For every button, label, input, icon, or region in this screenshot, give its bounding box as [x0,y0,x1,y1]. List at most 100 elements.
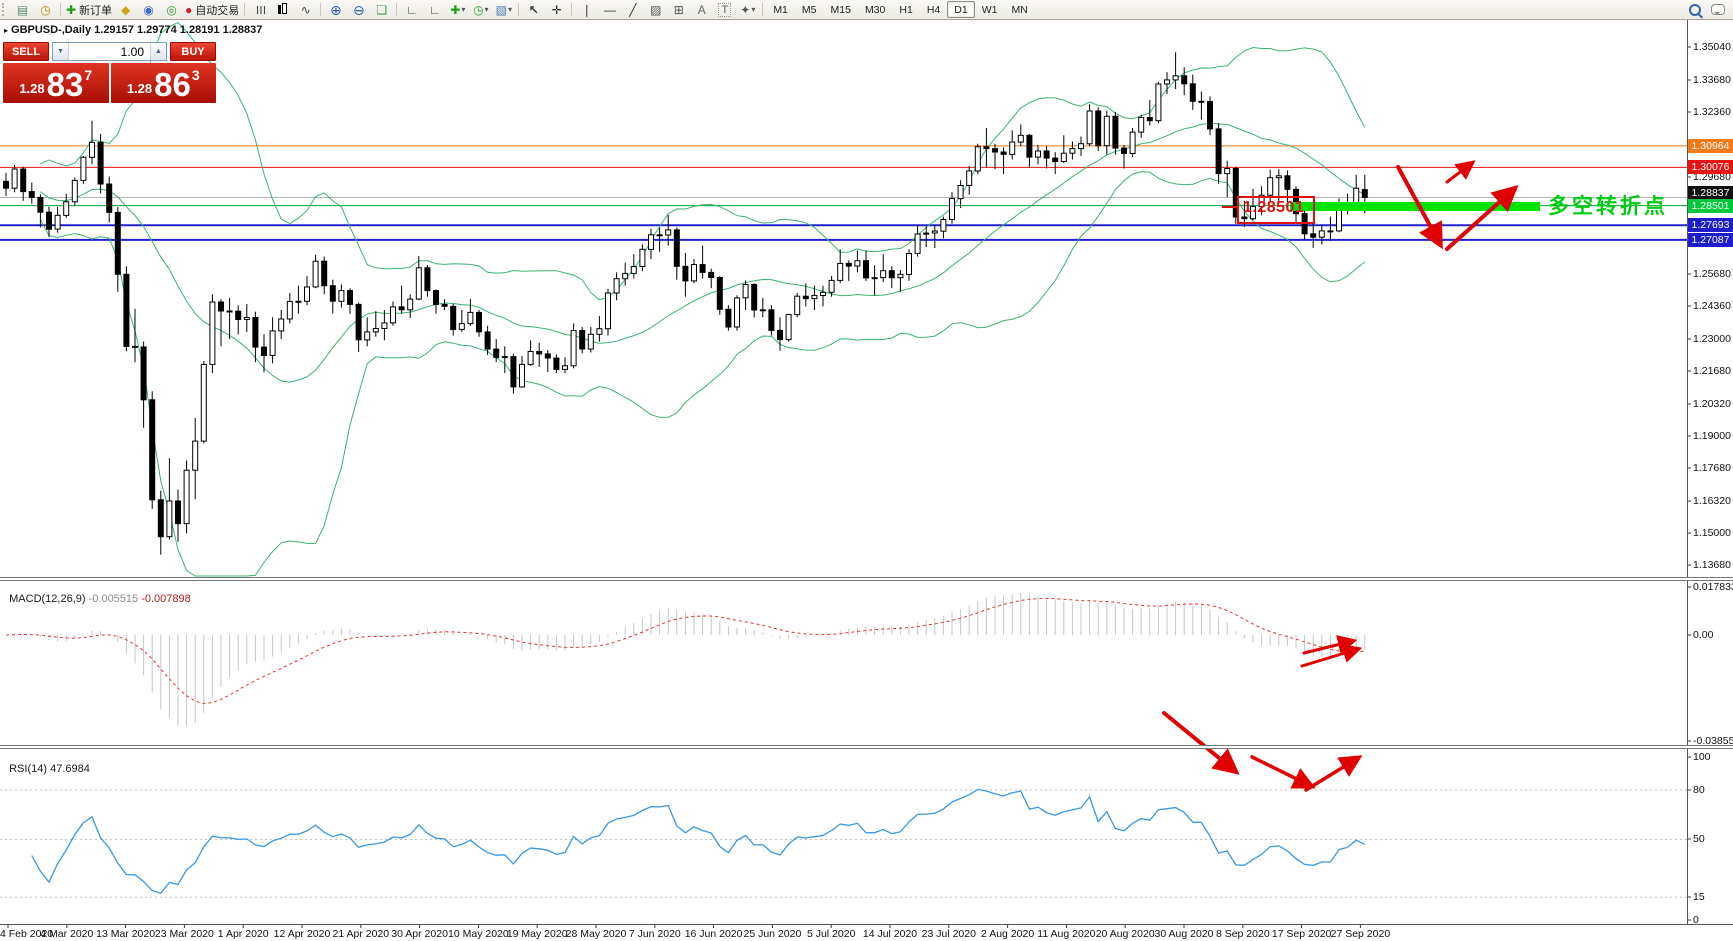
sell-price-button[interactable]: 1.28 83 7 [3,63,109,103]
volume-value[interactable]: 1.00 [120,44,144,59]
candle-chart-icon [278,2,288,17]
rsi-pane-splitter[interactable] [0,745,1733,749]
add-indicator-button[interactable]: ✚ ▾ [446,1,469,18]
auto-scroll-icon: ∟ [428,2,441,17]
auto-trading-button[interactable]: ● 自动交易 [183,1,241,18]
macd-pane-splitter[interactable] [0,577,1733,581]
fibonacci-tool-button[interactable]: ⊞ [667,1,690,18]
symbol-header: ▸ GBPUSD-,Daily 1.29157 1.29774 1.28191 … [4,24,262,36]
signal-icon: ◎ [166,2,177,17]
signals-button[interactable]: ◎ [160,1,183,18]
new-order-icon: ✚ [66,2,77,17]
rsi-scale-label: 80 [1693,784,1705,796]
date-tick-label: 10 May 2020 [448,928,509,940]
timeframe-button-h4[interactable]: H4 [926,3,941,16]
line-chart-mode-button[interactable]: ∿ [294,1,317,18]
sell-price-prefix: 1.28 [19,81,45,96]
macd-label: MACD(12,26,9) -0.005515 -0.007898 [9,593,191,605]
date-tick-label: 11 Aug 2020 [1037,928,1096,940]
horizontal-line-tool-button[interactable]: ― [598,1,621,18]
brush-icon: ◆ [120,2,131,17]
trendline-tool-button[interactable]: ╱ [621,1,644,18]
timeframe-button-m1[interactable]: M1 [773,3,788,16]
chevron-down-icon: ▾ [751,5,756,14]
timeframe-button-m5[interactable]: M5 [801,3,817,16]
timeframe-button-d1[interactable]: D1 [947,1,975,18]
price-tick-label: 1.24360 [1693,300,1731,312]
zoom-out-button[interactable]: ⊖ [347,1,370,18]
volume-decrease-button[interactable]: ▼ [53,43,69,60]
sell-button[interactable]: SELL [3,42,49,61]
chevron-down-icon: ▾ [461,5,466,14]
macd-scale-label: 0.017833 [1693,581,1733,593]
date-tick-label: 7 Jun 2020 [628,928,681,940]
date-tick-label: 28 May 2020 [565,928,627,940]
buy-price-sup: 3 [191,67,200,83]
new-order-button[interactable]: ✚ 新订单 [64,1,114,18]
buy-price-button[interactable]: 1.28 86 3 [110,63,216,103]
arrows-tool-button[interactable]: ✦ ▾ [736,1,759,18]
symbol-quote-label: GBPUSD-,Daily 1.29157 1.29774 1.28191 1.… [11,24,263,36]
horizontal-level-lines[interactable] [0,145,1687,241]
profiles-button[interactable]: ◷ [34,1,57,18]
bar-chart-mode-button[interactable]: ☰ [248,1,271,18]
chevron-down-icon: ▾ [484,5,489,14]
periods-button[interactable]: ◷ ▾ [469,1,492,18]
templates-button[interactable]: ▧ ▾ [492,1,515,18]
timeframe-button-m15[interactable]: M15 [830,3,851,16]
style-brush-button[interactable]: ◆ [114,1,137,18]
date-tick-label: 14 Jul 2020 [862,928,918,940]
cursor-tool-button[interactable]: ↖ [522,1,545,18]
price-axis-border [1687,20,1688,924]
crosshair-tool-button[interactable]: ✛ [545,1,568,18]
volume-stepper[interactable]: ▼ 1.00 ▲ [52,42,167,61]
cursor-icon: ↖ [528,2,539,17]
price-level-label-box[interactable]: 1.28501 [1237,196,1315,224]
date-tick-label: 23 Mar 2020 [154,928,214,940]
chart-shift-button[interactable]: ∟ [400,1,423,18]
date-tick-label: 17 Sep 2020 [1271,928,1332,940]
candle-chart-mode-button[interactable] [271,1,294,18]
timeframe-button-m30[interactable]: M30 [864,3,886,16]
auto-scroll-button[interactable]: ∟ [423,1,446,18]
chart-area[interactable] [0,20,1733,941]
date-tick-label: 4 Mar 2020 [40,928,94,940]
expert-advisor-button[interactable]: ◉ [137,1,160,18]
text-tool-button[interactable]: A [690,1,713,18]
price-tick-label: 1.21680 [1693,365,1731,377]
text-label-tool-button[interactable]: T [713,1,736,18]
zoom-in-button[interactable]: ⊕ [324,1,347,18]
timeframe-button-w1[interactable]: W1 [981,3,998,16]
macd-signal-value: -0.007898 [141,593,191,605]
support-band-object[interactable] [1222,202,1540,211]
volume-increase-button[interactable]: ▲ [150,43,166,60]
price-tick-label: 1.13680 [1693,559,1731,571]
price-tick-label: 1.32360 [1693,106,1731,118]
annotation-arrows[interactable] [1162,160,1519,792]
date-tick-label: 4 Feb 2020 [0,928,54,940]
timeframe-button-mn[interactable]: MN [1011,3,1028,16]
buy-button[interactable]: BUY [170,42,216,61]
vertical-line-tool-button[interactable]: ❘ [575,1,598,18]
price-badge: 1.30076 [1688,160,1733,174]
rsi-value: 47.6984 [50,763,90,775]
vertical-line-icon: ❘ [581,2,592,17]
price-badge: 1.28501 [1688,199,1733,213]
timeframe-button-h1[interactable]: H1 [899,3,913,16]
date-tick-label: 8 Sep 2020 [1215,928,1270,940]
new-chart-button[interactable]: ▤ [11,1,34,18]
price-tick-label: 1.29680 [1693,171,1731,183]
date-tick-label: 13 Mar 2020 [96,928,156,940]
date-tick-label: 27 Sep 2020 [1330,928,1391,940]
new-chart-icon: ▤ [16,2,29,17]
channel-tool-button[interactable]: ▨ [644,1,667,18]
price-tick-label: 1.35040 [1693,41,1731,53]
tile-windows-button[interactable]: ❏ [370,1,393,18]
toolbar-grip[interactable] [2,3,7,16]
chat-icon[interactable] [1711,4,1725,15]
auto-trading-label: 自动交易 [195,4,240,17]
chinese-note-text[interactable]: 多空转折点 [1548,195,1668,218]
search-icon[interactable] [1689,3,1701,16]
price-tick-label: 1.20320 [1693,398,1731,410]
